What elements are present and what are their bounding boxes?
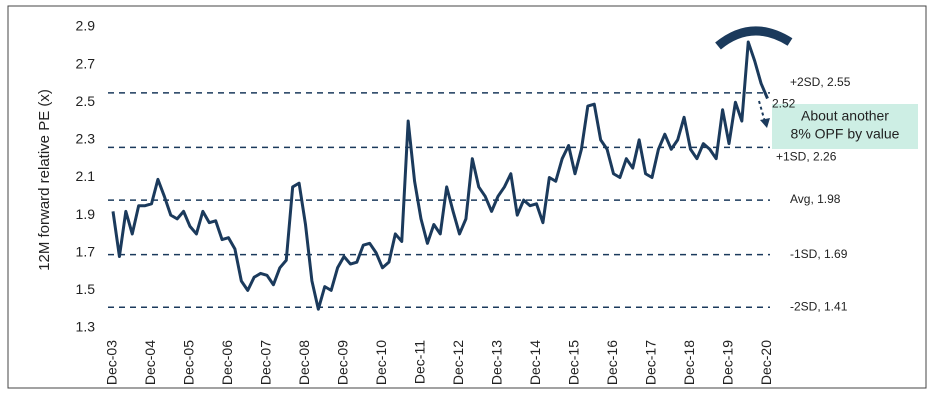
end-value-label: 2.52	[772, 97, 796, 111]
y-axis-label: 12M forward relative PE (x)	[36, 89, 53, 271]
y-tick-label: 2.7	[76, 55, 96, 71]
annotation-line: 8% OPF by value	[791, 126, 900, 142]
arrow-shaft	[758, 100, 766, 123]
y-tick-label: 1.7	[76, 243, 96, 259]
y-tick-label: 2.1	[76, 168, 96, 184]
x-tick-label: Dec-08	[296, 340, 312, 385]
y-tick-label: 2.9	[76, 18, 96, 34]
x-tick-label: Dec-09	[335, 340, 351, 385]
y-tick-label: 1.3	[76, 319, 96, 335]
x-tick-label: Dec-12	[450, 340, 466, 385]
x-tick-label: Dec-13	[489, 340, 505, 385]
x-tick-label: Dec-05	[181, 340, 197, 385]
x-tick-label: Dec-15	[566, 340, 582, 385]
reference-label: -1SD, 1.69	[790, 247, 848, 261]
series-line	[111, 40, 769, 311]
x-tick-label: Dec-14	[527, 340, 543, 385]
y-tick-label: 2.3	[76, 131, 96, 147]
x-tick-label: Dec-07	[258, 340, 274, 385]
annotation-box	[772, 104, 918, 149]
y-tick-label: 1.5	[76, 281, 96, 297]
reference-label: +2SD, 2.55	[790, 75, 851, 89]
x-tick-label: Dec-04	[142, 340, 158, 385]
x-tick-label: Dec-10	[373, 340, 389, 385]
x-tick-label: Dec-17	[643, 340, 659, 385]
x-tick-label: Dec-16	[604, 340, 620, 385]
x-tick-label: Dec-18	[681, 340, 697, 385]
arrow-head	[760, 118, 770, 128]
reference-label: Avg, 1.98	[790, 192, 841, 206]
peak-arc	[715, 26, 793, 50]
x-tick-label: Dec-11	[412, 340, 428, 384]
reference-label: +1SD, 2.26	[776, 150, 837, 164]
x-tick-label: Dec-19	[720, 340, 736, 385]
reference-label: -2SD, 1.41	[790, 299, 848, 313]
x-tick-label: Dec-06	[219, 340, 235, 385]
annotation-line: About another	[801, 108, 889, 124]
chart-frame	[7, 5, 927, 389]
x-tick-label: Dec-03	[104, 340, 120, 385]
x-tick-label: Dec-20	[758, 340, 774, 385]
y-tick-label: 1.9	[76, 206, 96, 222]
y-tick-label: 2.5	[76, 93, 96, 109]
